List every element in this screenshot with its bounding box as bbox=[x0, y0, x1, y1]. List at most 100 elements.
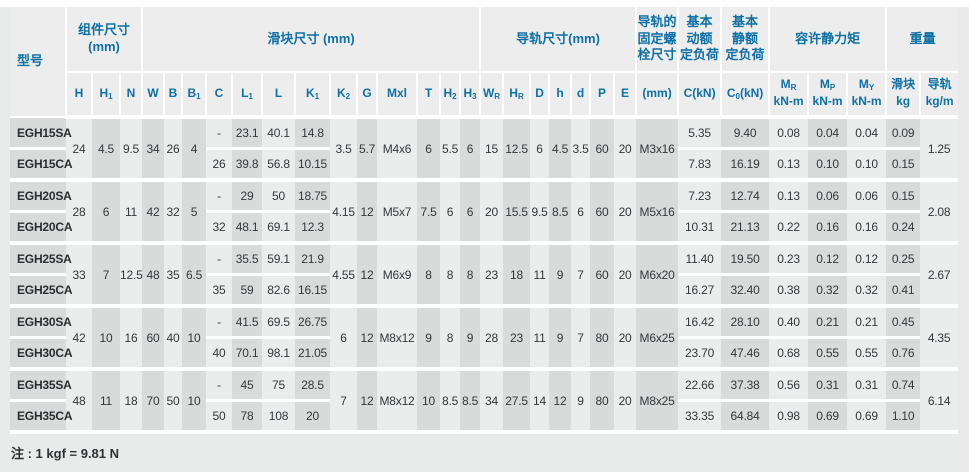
cell-EGH35SA-H3: 8.5 bbox=[460, 369, 481, 434]
header-group-model: 型号 bbox=[10, 7, 67, 118]
col-header-MR-unit: kN-m bbox=[773, 94, 804, 109]
cell-EGH35SA-K1: 28.5 bbox=[295, 369, 331, 402]
cell-EGH20SA-G: 12 bbox=[357, 180, 378, 245]
col-header-E: E bbox=[614, 72, 638, 119]
cell-EGH30SA-C-kN: 16.42 bbox=[678, 306, 722, 339]
cell-EGH15SA-MP: 0.04 bbox=[808, 117, 848, 150]
cell-EGH15SA-Mxl: M4x6 bbox=[377, 117, 418, 182]
cell-EGH25CA-C-kN: 16.27 bbox=[678, 274, 722, 308]
cell-EGH20CA-MY: 0.16 bbox=[847, 211, 887, 245]
cell-EGH25SA-WR: 23 bbox=[480, 243, 504, 308]
cell-EGH30SA-MP: 0.21 bbox=[808, 306, 848, 339]
cell-EGH15CA-MY: 0.10 bbox=[847, 148, 887, 182]
cell-EGH35CA-MP: 0.69 bbox=[808, 400, 848, 434]
cell-EGH20SA-D: 9.5 bbox=[530, 180, 550, 245]
cell-EGH25SA-L: 59.1 bbox=[262, 243, 296, 276]
table-row: EGH35CA 50 78 108 20 33.35 64.84 0.98 0.69 0.69 1.… bbox=[10, 400, 958, 434]
cell-EGH20SA-T: 7.5 bbox=[417, 180, 441, 245]
cell-EGH15CA-C0-kN: 16.19 bbox=[721, 148, 770, 182]
cell-EGH20SA-model: EGH20SA bbox=[10, 180, 72, 213]
cell-EGH30CA-L1: 70.1 bbox=[232, 337, 263, 371]
cell-EGH30CA-C-kN: 23.70 bbox=[678, 337, 722, 371]
cell-EGH30SA-C0-kN: 28.10 bbox=[721, 306, 770, 339]
table-row: EGH15CA 26 39.8 56.8 10.15 7.83 16.19 0.13 0.10 0… bbox=[10, 148, 958, 182]
cell-EGH35SA-C0-kN: 37.38 bbox=[721, 369, 770, 402]
cell-EGH35SA-MR: 0.56 bbox=[769, 369, 809, 402]
cell-EGH15SA-B: 26 bbox=[164, 117, 183, 182]
cell-EGH30CA-model: EGH30CA bbox=[10, 337, 72, 371]
col-header-D: D bbox=[530, 72, 551, 119]
cell-EGH35SA-H2: 8.5 bbox=[440, 369, 461, 434]
spec-table-header: 型号 组件尺寸 (mm) 滑块尺寸 (mm) 导轨尺寸(mm) 导轨的 固定螺 栓尺寸基… bbox=[10, 7, 959, 119]
col-header-MP-unit: kN-m bbox=[812, 94, 843, 109]
col-header-H: H bbox=[66, 72, 93, 119]
cell-EGH15SA-L: 40.1 bbox=[262, 117, 296, 150]
cell-EGH30SA-N: 16 bbox=[120, 306, 143, 371]
col-header-G: G bbox=[357, 72, 379, 119]
cell-EGH25CA-L: 82.6 bbox=[262, 274, 296, 308]
header-group-rail-dims: 导轨尺寸(mm) bbox=[480, 7, 638, 73]
cell-EGH30CA-MY: 0.55 bbox=[847, 337, 887, 371]
cell-EGH35SA-H1: 11 bbox=[92, 369, 120, 434]
cell-EGH15CA-block-kg: 0.15 bbox=[886, 148, 921, 182]
cell-EGH35SA-B1: 10 bbox=[182, 369, 207, 434]
col-header-block-kg-unit: kg bbox=[896, 94, 911, 109]
cell-EGH30SA-MR: 0.40 bbox=[769, 306, 809, 339]
cell-EGH35SA-h: 12 bbox=[549, 369, 572, 434]
table-row: EGH20CA 32 48.1 69.1 12.3 10.31 21.13 0.22 0.16 0… bbox=[10, 211, 958, 245]
cell-EGH35SA-E: 20 bbox=[614, 369, 637, 434]
cell-EGH35CA-MY: 0.69 bbox=[847, 400, 887, 434]
cell-EGH25CA-L1: 59 bbox=[232, 274, 263, 308]
col-header-WR: WR bbox=[480, 72, 505, 119]
cell-EGH15SA-bolt-mm: M3x16 bbox=[636, 117, 679, 182]
cell-EGH35CA-L1: 78 bbox=[232, 400, 263, 434]
cell-EGH20SA-C0-kN: 12.74 bbox=[721, 180, 770, 213]
cell-EGH20CA-K1: 12.3 bbox=[295, 211, 331, 245]
cell-EGH25SA-B1: 6.5 bbox=[182, 243, 207, 308]
cell-EGH15SA-h: 4.5 bbox=[549, 117, 572, 182]
cell-EGH35SA-bolt-mm: M8x25 bbox=[636, 369, 679, 434]
spec-table: 型号 组件尺寸 (mm) 滑块尺寸 (mm) 导轨尺寸(mm) 导轨的 固定螺 栓尺寸基… bbox=[10, 7, 959, 434]
cell-EGH20SA-C-kN: 7.23 bbox=[678, 180, 722, 213]
cell-EGH30CA-C0-kN: 47.46 bbox=[721, 337, 770, 371]
footer-note: 注 : 1 kgf = 9.81 N bbox=[11, 446, 120, 461]
cell-EGH15CA-MR: 0.13 bbox=[769, 148, 809, 182]
cell-EGH25CA-MY: 0.32 bbox=[847, 274, 887, 308]
cell-EGH30SA-G: 12 bbox=[357, 306, 378, 371]
cell-EGH30SA-T: 9 bbox=[417, 306, 441, 371]
cell-EGH15SA-E: 20 bbox=[614, 117, 637, 182]
cell-EGH25SA-P: 60 bbox=[590, 243, 615, 308]
cell-EGH30SA-H2: 8 bbox=[440, 306, 461, 371]
cell-EGH20SA-block-kg: 0.15 bbox=[886, 180, 921, 213]
header-group-component-dims: 组件尺寸 (mm) bbox=[66, 7, 144, 73]
top-strip bbox=[0, 0, 969, 7]
cell-EGH20SA-bolt-mm: M5x16 bbox=[636, 180, 679, 245]
cell-EGH20SA-h: 8.5 bbox=[549, 180, 572, 245]
cell-EGH35CA-C: 50 bbox=[206, 400, 233, 434]
col-header-P: P bbox=[590, 72, 616, 119]
cell-EGH35CA-C-kN: 33.35 bbox=[678, 400, 722, 434]
cell-EGH20SA-H2: 6 bbox=[440, 180, 461, 245]
header-group-basic-dynamic-load: 基本 动额 定负荷 bbox=[678, 7, 723, 73]
col-header-Mxl: Mxl bbox=[377, 72, 419, 119]
cell-EGH25SA-T: 8 bbox=[417, 243, 441, 308]
cell-EGH15SA-HR: 12.5 bbox=[503, 117, 531, 182]
col-header-K2: K2 bbox=[330, 72, 359, 119]
cell-EGH35SA-L: 75 bbox=[262, 369, 296, 402]
col-header-B: B bbox=[164, 72, 184, 119]
cell-EGH30CA-MP: 0.55 bbox=[808, 337, 848, 371]
cell-EGH35SA-Mxl: M8x12 bbox=[377, 369, 418, 434]
cell-EGH25CA-C0-kN: 32.40 bbox=[721, 274, 770, 308]
cell-EGH15SA-G: 5.7 bbox=[357, 117, 378, 182]
cell-EGH20CA-MR: 0.22 bbox=[769, 211, 809, 245]
cell-EGH20SA-H: 28 bbox=[66, 180, 92, 245]
cell-EGH20CA-model: EGH20CA bbox=[10, 211, 72, 245]
cell-EGH15SA-d: 3.5 bbox=[571, 117, 591, 182]
col-header-H1: H1 bbox=[92, 72, 121, 119]
col-header-HR: HR bbox=[503, 72, 532, 119]
cell-EGH25SA-h: 9 bbox=[549, 243, 572, 308]
cell-EGH25SA-rail-kgm: 2.67 bbox=[920, 243, 959, 308]
col-header-H3: H3 bbox=[460, 72, 482, 119]
cell-EGH35SA-G: 12 bbox=[357, 369, 378, 434]
